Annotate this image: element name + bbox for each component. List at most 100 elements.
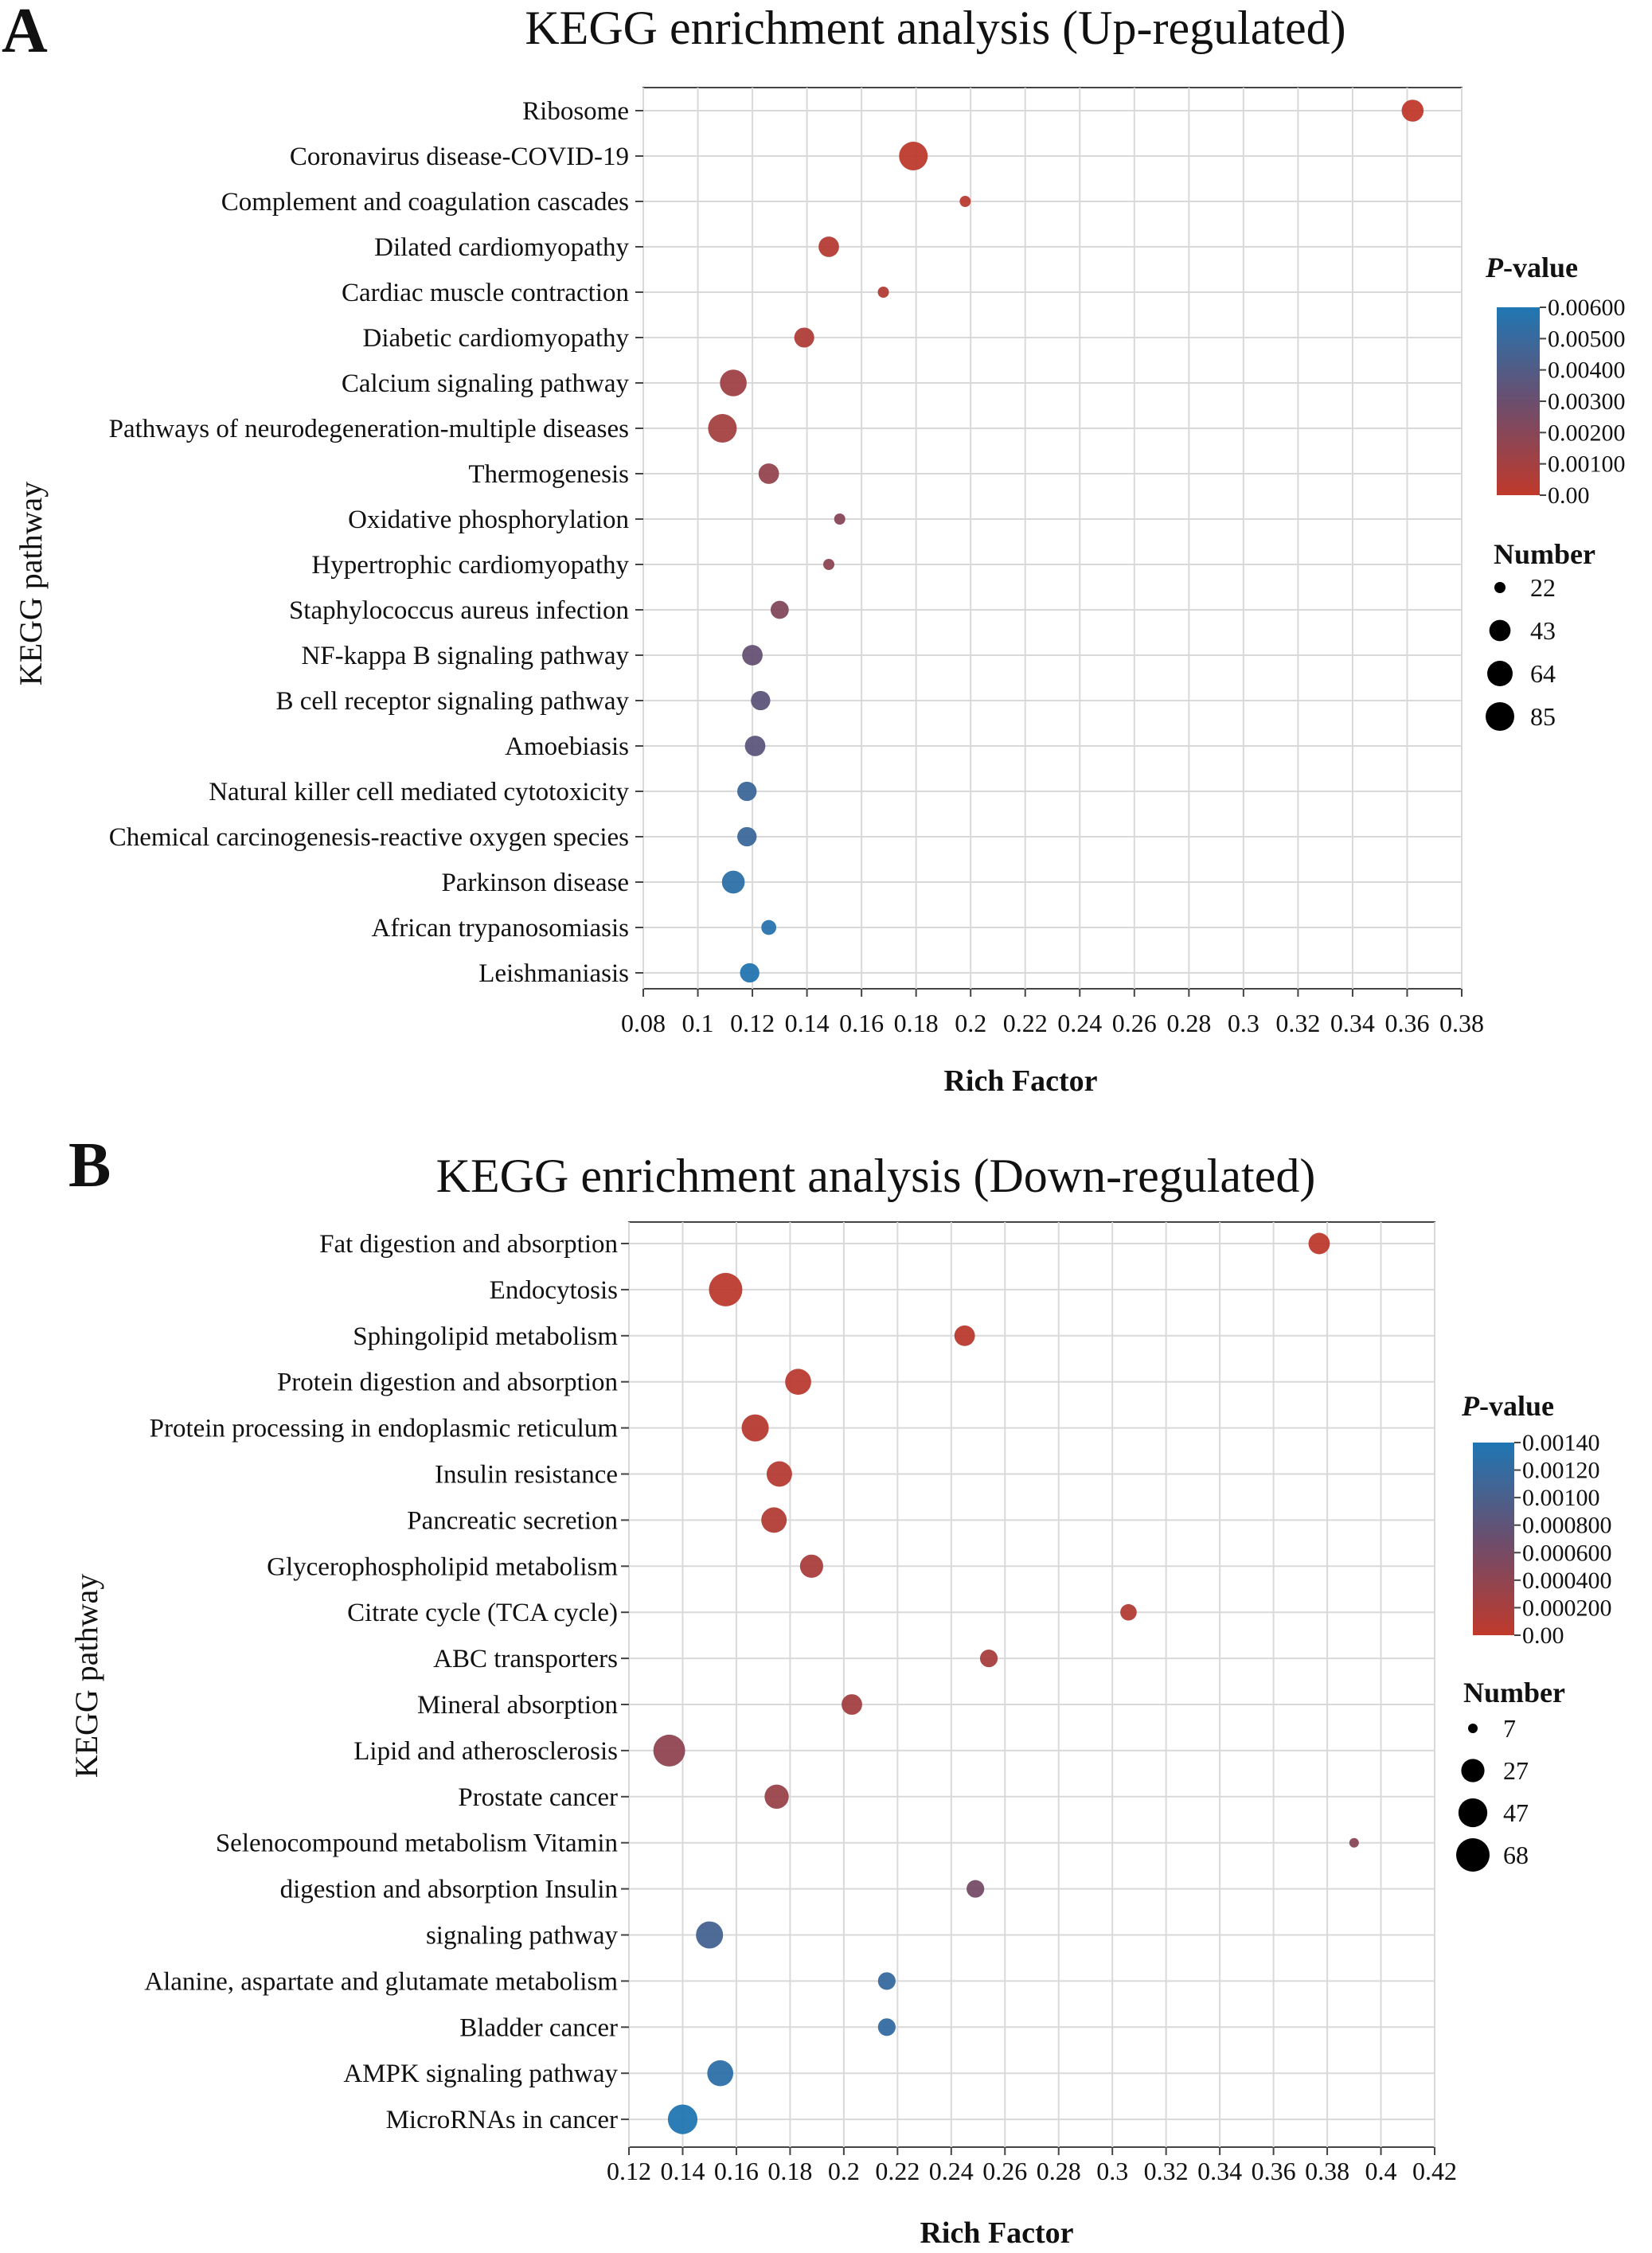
color-bar [1497,307,1540,495]
x-tick-label: 0.28 [1166,1009,1211,1037]
data-point [877,1972,896,1990]
data-points [708,100,1424,983]
x-tick-label: 0.38 [1305,2157,1349,2185]
plot-area [642,87,1463,990]
x-tick-label: 0.2 [828,2157,860,2185]
data-point [799,1554,823,1578]
data-point [761,1507,787,1533]
color-bar-tick-label: 0.00120 [1522,1458,1600,1484]
data-point [954,1325,975,1346]
x-tick-label: 0.32 [1275,1009,1320,1037]
x-tick-label: 0.28 [1037,2157,1081,2185]
y-tick-label: Chemical carcinogenesis-reactive oxygen … [109,823,629,852]
x-tick-label: 0.42 [1412,2157,1457,2185]
color-bar-tick-label: 0.00600 [1548,295,1626,321]
y-axis-title: KEGG pathway [68,1574,104,1779]
data-point [823,559,835,570]
size-legend-label: 64 [1530,659,1556,688]
data-point [737,781,757,802]
x-axis-ticks: 0.08 0.1 0.12 0.14 0.16 0.18 0.2 0.22 0.24 0.26 0.… [621,989,1484,1037]
x-tick-label: 0.4 [1365,2157,1397,2185]
data-point [1349,1837,1359,1848]
data-point [744,736,766,756]
x-tick-label: 0.26 [982,2157,1027,2185]
data-point [742,645,763,666]
color-bar-tick-label: 0.00400 [1548,357,1626,384]
size-legend-items: 7 27 47 68 [1456,1714,1529,1872]
y-tick-label: Natural killer cell mediated cytotoxicit… [209,778,629,806]
data-point [667,2104,698,2134]
color-bar [1473,1443,1514,1635]
y-axis-labels: Ribosome Coronavirus disease-COVID-19 Comp… [109,97,643,988]
size-legend-label: 47 [1503,1798,1529,1827]
x-axis-title: Rich Factor [920,2216,1073,2250]
data-point [764,1784,789,1810]
size-legend-label: 22 [1530,573,1556,602]
y-tick-label: signaling pathway [426,1922,619,1950]
data-point [653,1734,685,1767]
x-tick-label: 0.08 [621,1009,666,1037]
size-legend-label: 27 [1503,1756,1529,1785]
x-tick-label: 0.18 [767,2157,812,2185]
x-tick-label: 0.22 [875,2157,920,2185]
data-point [842,1694,862,1715]
x-tick-label: 0.3 [1228,1009,1260,1037]
x-tick-label: 0.1 [682,1009,714,1037]
x-tick-label: 0.26 [1112,1009,1157,1037]
x-tick-label: 0.34 [1330,1009,1375,1037]
data-point [741,1414,769,1442]
color-legend-title-rest: -value [1479,1390,1554,1422]
x-tick-label: 0.12 [607,2157,651,2185]
color-legend-title-italic: P [1485,252,1504,283]
data-point [751,690,771,711]
x-axis-ticks: 0.12 0.14 0.16 0.18 0.2 0.22 0.24 0.26 0.28 0.3 0.… [607,2147,1457,2185]
color-bar-tick-label: 0.00300 [1548,389,1626,415]
data-point [709,1272,743,1306]
data-point [766,1461,792,1487]
data-point [758,463,779,484]
size-legend-dot [1458,1798,1488,1828]
x-tick-label: 0.38 [1439,1009,1484,1037]
data-points [653,1232,1359,2134]
size-legend-dot [1494,582,1506,593]
x-tick-label: 0.18 [894,1009,939,1037]
x-tick-label: 0.14 [785,1009,830,1037]
grid [628,1222,1435,2147]
size-legend-label: 43 [1530,616,1556,645]
size-legend-dot [1486,702,1514,731]
y-tick-label: ABC transporters [433,1645,618,1673]
size-legend-label: 7 [1503,1714,1516,1743]
y-tick-label: Diabetic cardiomyopathy [363,324,630,353]
data-point [1120,1603,1137,1621]
data-point [979,1650,998,1668]
y-tick-label: Bladder cancer [459,2013,618,2042]
y-tick-label: Calcium signaling pathway [342,369,630,398]
color-bar-tick-label: 0.00500 [1548,326,1626,352]
data-point [785,1369,811,1396]
color-legend: P-value 0.001400.001200.001000.0008000.0… [1461,1390,1612,1649]
y-tick-label: MicroRNAs in cancer [386,2106,618,2134]
x-tick-label: 0.3 [1096,2157,1128,2185]
size-legend-dot [1487,661,1513,686]
size-legend: Number 7 27 47 68 [1456,1677,1565,1872]
color-bar-tick-label: 0.000200 [1522,1595,1612,1621]
size-legend-dot [1489,619,1511,642]
data-point [834,513,846,525]
y-tick-label: Fat digestion and absorption [319,1230,618,1259]
data-point [720,369,747,396]
y-axis-title: KEGG pathway [13,482,49,686]
color-bar-tick-label: 0.000800 [1522,1513,1612,1539]
x-tick-label: 0.36 [1384,1009,1429,1037]
data-point [696,1921,724,1949]
x-tick-label: 0.14 [660,2157,705,2185]
y-tick-label: Hypertrophic cardiomyopathy [311,551,629,580]
color-bar-ticks: 0.001400.001200.001000.0008000.0006000.0… [1514,1430,1612,1649]
x-tick-label: 0.16 [839,1009,884,1037]
y-tick-label: Dilated cardiomyopathy [374,233,629,262]
x-axis-title: Rich Factor [943,1064,1097,1098]
data-point [818,236,839,257]
color-legend-title: P-value [1485,252,1578,283]
panel-a: A KEGG enrichment analysis (Up-regulated… [2,0,1626,1098]
data-point [959,196,971,207]
